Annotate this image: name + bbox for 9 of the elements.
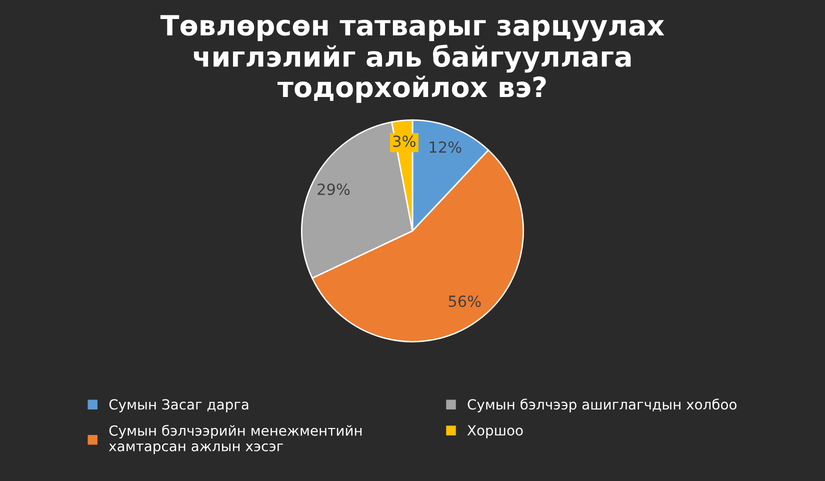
data-label: 56% — [448, 295, 481, 308]
legend-label: Сумын бэлчээрийн менежментийн хамтарсан ажлын хэсэг — [108, 424, 362, 454]
data-label: 29% — [318, 184, 350, 196]
chart-title: Төвлөрсөн татварыг зарцуулах чиглэлийг аль байгууллага тодорхойлох вэ? — [160, 15, 664, 103]
legend-label: Хоршоо — [467, 425, 523, 438]
data-label: 3% — [393, 135, 416, 148]
legend-label: Сумын Засаг дарга — [109, 399, 248, 412]
legend-label: Сумын бэлчээр ашиглагчдын холбоо — [468, 398, 736, 412]
data-label: 12% — [430, 141, 462, 153]
